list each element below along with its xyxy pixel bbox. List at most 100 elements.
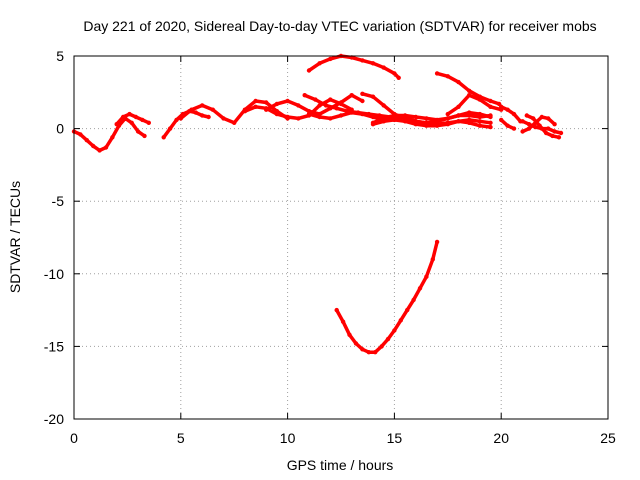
series-line: [446, 93, 503, 116]
y-tick-label: -10: [44, 266, 64, 282]
data-point: [511, 126, 517, 131]
data-point: [133, 114, 139, 120]
data-point: [445, 74, 450, 79]
data-point: [467, 117, 472, 123]
data-point: [84, 138, 90, 143]
series-arc-1: [71, 116, 147, 153]
series-arc-12: [402, 117, 493, 127]
data-point: [373, 350, 378, 355]
data-point: [424, 120, 429, 126]
series-line: [307, 54, 401, 80]
data-point: [306, 68, 312, 73]
data-point: [456, 79, 461, 85]
data-point: [328, 116, 333, 121]
data-point: [430, 257, 435, 262]
data-point: [317, 61, 322, 66]
y-axis-title: SDTVAR / TECUs: [7, 181, 23, 293]
data-point: [488, 124, 493, 130]
data-point: [232, 120, 237, 126]
data-point: [456, 104, 461, 110]
y-tick-label: 0: [56, 121, 64, 137]
data-point: [499, 104, 504, 110]
data-point: [253, 104, 258, 110]
data-point: [396, 75, 401, 81]
data-point: [178, 116, 183, 121]
data-point: [353, 341, 359, 346]
data-point: [477, 119, 482, 124]
data-point: [467, 88, 472, 94]
data-point: [360, 91, 365, 97]
data-point: [556, 135, 562, 140]
series-arc-21: [334, 239, 440, 355]
data-point: [434, 239, 440, 245]
data-point: [274, 111, 280, 117]
data-point: [370, 122, 376, 127]
chart-title: Day 221 of 2020, Sidereal Day-to-day VTE…: [83, 18, 596, 34]
data-point: [520, 119, 525, 124]
series-line: [302, 93, 403, 121]
data-point: [467, 93, 472, 98]
data-point: [340, 319, 346, 324]
x-tick-label: 25: [600, 430, 616, 446]
data-point: [370, 61, 376, 66]
data-point: [193, 110, 198, 115]
y-tick-label: -5: [52, 193, 65, 209]
data-point: [434, 122, 440, 127]
data-point: [434, 117, 440, 123]
data-point: [306, 111, 312, 117]
data-point: [366, 350, 371, 355]
data-point: [413, 119, 418, 124]
data-point: [505, 123, 510, 128]
series-arc-20: [306, 53, 401, 81]
data-point: [550, 133, 555, 139]
data-point: [264, 107, 269, 112]
series-arc-16: [499, 117, 517, 131]
data-point: [505, 107, 510, 112]
series-arc-2: [114, 111, 151, 127]
data-point: [381, 103, 386, 108]
data-point: [140, 117, 145, 123]
data-point: [392, 113, 397, 118]
data-point: [488, 114, 493, 120]
data-point: [120, 114, 126, 120]
data-point: [142, 133, 147, 139]
data-point: [253, 98, 258, 104]
data-point: [285, 114, 290, 120]
x-tick-label: 5: [177, 430, 185, 446]
data-point: [349, 93, 354, 98]
data-point: [302, 93, 307, 98]
data-point: [539, 114, 544, 120]
x-axis-title: GPS time / hours: [287, 457, 394, 473]
data-point: [405, 307, 410, 313]
data-point: [264, 100, 269, 105]
data-point: [161, 135, 166, 140]
data-point: [511, 111, 517, 117]
x-tick-label: 10: [280, 430, 296, 446]
data-point: [317, 114, 322, 120]
data-point: [520, 129, 525, 134]
data-point: [413, 114, 418, 120]
data-point: [467, 110, 472, 115]
data-point: [477, 123, 482, 128]
data-point: [334, 307, 339, 313]
data-point: [347, 332, 352, 337]
data-point: [546, 116, 551, 121]
data-point: [146, 120, 151, 126]
x-tick-label: 0: [70, 430, 78, 446]
data-point: [328, 97, 333, 102]
data-point: [488, 120, 493, 126]
data-point: [97, 148, 102, 153]
series-arc-15: [499, 104, 523, 124]
series-line: [334, 240, 439, 354]
data-point: [338, 113, 344, 118]
data-point: [381, 119, 386, 124]
data-point: [110, 135, 115, 140]
data-point: [417, 286, 423, 291]
data-point: [285, 98, 290, 104]
data-point: [488, 104, 493, 110]
series-arc-19: [524, 113, 562, 140]
data-point: [189, 107, 194, 112]
data-point: [338, 100, 344, 105]
data-point: [210, 107, 215, 112]
